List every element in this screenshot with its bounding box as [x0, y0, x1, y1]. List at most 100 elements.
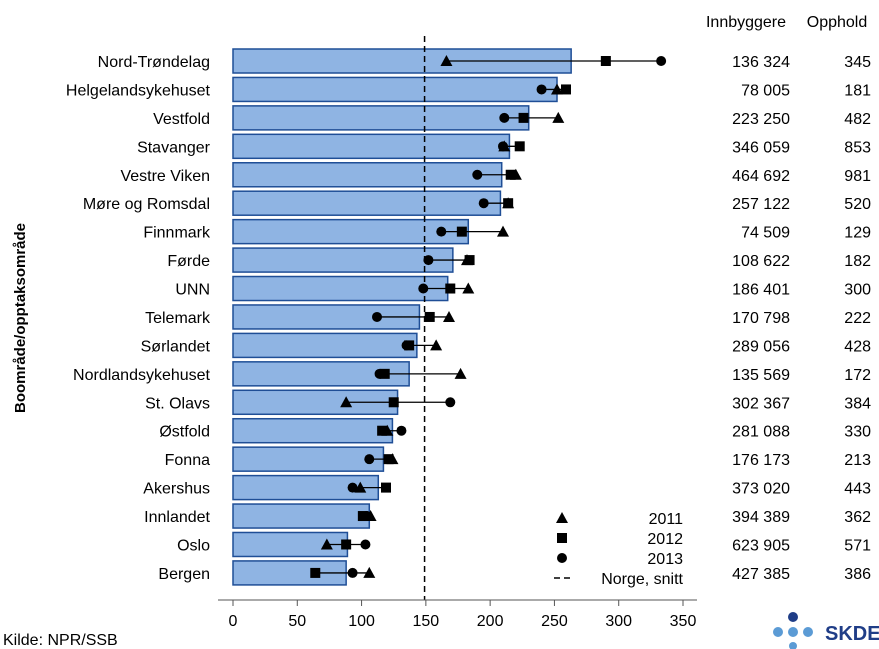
x-tick-label: 50	[288, 613, 306, 630]
table-cell-opphold: 520	[844, 196, 871, 213]
marker-2011	[354, 481, 367, 493]
y-axis-title: Boområde/opptaksområde	[12, 223, 29, 413]
marker-2012	[503, 198, 514, 209]
marker-2012	[514, 141, 525, 152]
category-label: UNN	[175, 282, 210, 299]
table-cell-opphold: 571	[844, 537, 871, 554]
category-label: Oslo	[177, 537, 210, 554]
table-cell-opphold: 181	[844, 82, 871, 99]
table-cell-opphold: 182	[844, 253, 871, 270]
marker-2013	[372, 311, 382, 322]
table-cell-opphold: 443	[844, 481, 871, 498]
table-cell-opphold: 172	[844, 367, 871, 384]
bar	[232, 247, 454, 273]
marker-2012	[381, 482, 391, 493]
table-cell-innbyggere: 78 005	[741, 82, 790, 99]
bar	[232, 446, 385, 472]
marker-2013	[498, 141, 508, 152]
marker-2013	[418, 283, 429, 294]
marker-2013	[374, 368, 385, 379]
marker-2011	[443, 310, 455, 322]
logo-dot	[788, 627, 798, 637]
x-tick-label: 100	[348, 613, 375, 630]
category-label: Vestfold	[153, 111, 210, 128]
marker-2011	[454, 367, 467, 379]
x-tick-label: 350	[670, 613, 697, 630]
bar	[232, 133, 511, 160]
table-cell-innbyggere: 257 122	[732, 196, 790, 213]
marker-2013	[401, 340, 412, 351]
marker-2013	[396, 425, 407, 436]
table-header-innbyggere: Innbyggere	[706, 14, 786, 31]
table-cell-opphold: 386	[844, 566, 871, 583]
x-axis: 0 50 100 150 200 250 300 350	[218, 599, 697, 630]
legend-label-2012: 2012	[647, 531, 683, 548]
x-tick-label: 200	[477, 613, 504, 630]
logo-dot	[803, 627, 813, 637]
category-label: Akershus	[143, 481, 210, 498]
marker-2013	[436, 226, 447, 237]
table-cell-opphold: 345	[844, 54, 871, 71]
category-label: St. Olavs	[145, 395, 210, 412]
bar	[232, 417, 394, 444]
table-cell-innbyggere: 170 798	[732, 310, 790, 327]
marker-2012	[424, 311, 435, 322]
category-labels: Nord-Trøndelag Helgelandsykehuset Vestfold…	[66, 54, 211, 583]
category-label: Bergen	[158, 566, 210, 583]
marker-2012	[445, 283, 456, 294]
table-cell-opphold: 330	[844, 424, 871, 441]
legend-marker-2012	[557, 533, 567, 543]
table-cell-innbyggere: 394 389	[732, 509, 790, 526]
markers-group	[310, 55, 667, 578]
logo-dot	[789, 642, 797, 649]
marker-2011	[462, 282, 475, 294]
marker-2012	[377, 425, 388, 436]
table-cell-innbyggere: 302 367	[732, 395, 790, 412]
marker-2012	[379, 368, 390, 379]
category-label: Vestre Viken	[120, 168, 210, 185]
x-tick-label: 0	[229, 613, 238, 630]
category-label: Telemark	[145, 310, 211, 327]
category-label: Innlandet	[144, 509, 210, 526]
legend-label-reference: Norge, snitt	[601, 571, 683, 588]
marker-2012	[310, 567, 321, 578]
marker-2013	[445, 397, 456, 408]
bar	[232, 503, 371, 529]
x-tick-label: 150	[413, 613, 440, 630]
table-cell-innbyggere: 108 622	[732, 253, 790, 270]
table-cell-opphold: 129	[844, 225, 871, 242]
bar	[232, 275, 449, 302]
logo-text: SKDE	[825, 623, 879, 645]
marker-2013	[472, 169, 483, 180]
table-cell-innbyggere: 223 250	[732, 111, 790, 128]
marker-2012	[505, 169, 516, 180]
category-label: Nord-Trøndelag	[98, 54, 210, 71]
table-cell-opphold: 428	[844, 338, 871, 355]
marker-2012	[388, 397, 399, 408]
skde-logo: SKDE	[773, 612, 879, 649]
table-header-opphold: Opphold	[807, 14, 868, 31]
bar	[232, 218, 470, 245]
marker-2011	[340, 396, 353, 408]
logo-dot	[788, 612, 798, 622]
source-note: Kilde: NPR/SSB	[3, 632, 118, 649]
marker-2013	[360, 539, 371, 550]
table-cell-opphold: 213	[844, 452, 871, 469]
table-cell-opphold: 981	[844, 168, 871, 185]
legend-marker-2013	[557, 553, 567, 563]
table-cell-innbyggere: 176 173	[732, 452, 790, 469]
bar	[232, 76, 558, 103]
bar	[232, 474, 380, 501]
table-cell-opphold: 362	[844, 509, 871, 526]
marker-2013	[423, 255, 434, 266]
category-label: Møre og Romsdal	[83, 196, 210, 213]
table-cell-innbyggere: 136 324	[732, 54, 790, 71]
marker-2013	[478, 198, 489, 209]
table-cell-innbyggere: 427 385	[732, 566, 790, 583]
marker-2013	[347, 567, 358, 578]
table-cell-innbyggere: 623 905	[732, 537, 790, 554]
table-cell-opphold: 482	[844, 111, 871, 128]
category-label: Sørlandet	[141, 338, 211, 355]
marker-2012	[383, 454, 394, 465]
